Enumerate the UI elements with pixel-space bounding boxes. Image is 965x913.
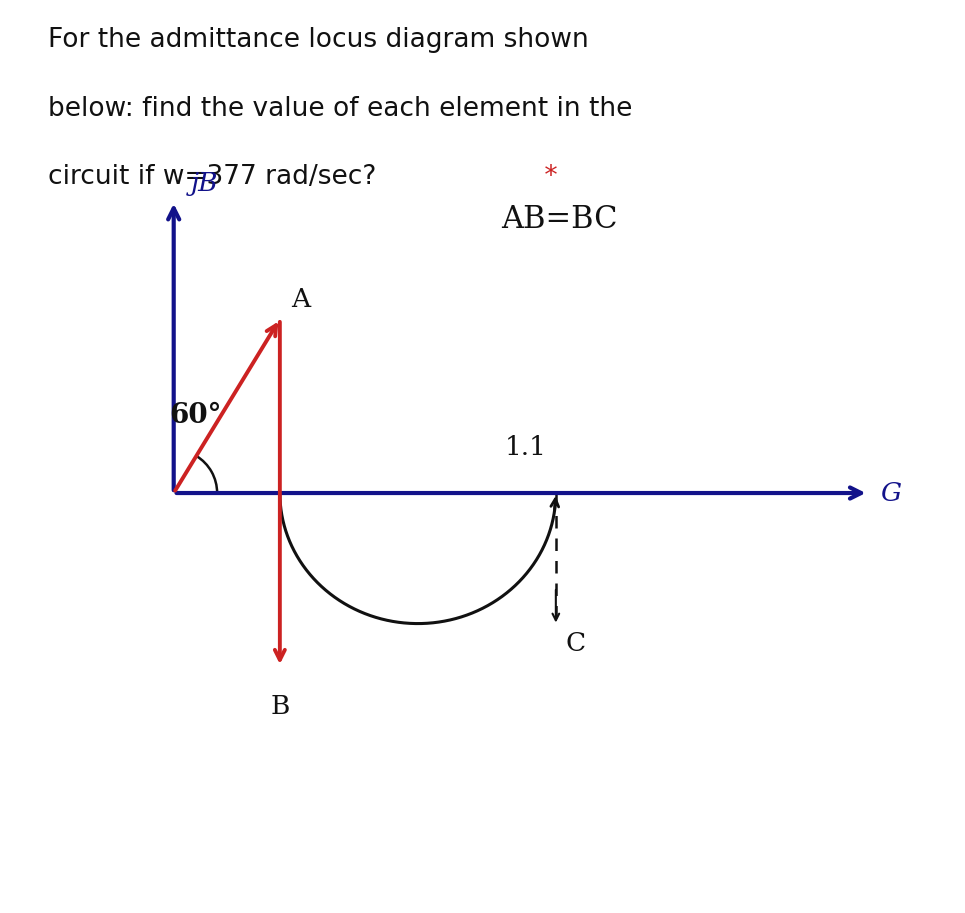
Text: A: A	[291, 287, 311, 311]
Text: below: find the value of each element in the: below: find the value of each element in…	[48, 96, 633, 121]
Text: 60°: 60°	[169, 402, 221, 429]
Text: circuit if w=377 rad/sec?: circuit if w=377 rad/sec?	[48, 164, 376, 190]
Text: jB: jB	[191, 172, 218, 196]
Text: *: *	[536, 164, 557, 190]
Text: C: C	[565, 631, 586, 656]
Text: For the admittance locus diagram shown: For the admittance locus diagram shown	[48, 27, 589, 53]
Text: 1.1: 1.1	[505, 435, 546, 460]
Text: B: B	[270, 695, 290, 719]
Text: AB=BC: AB=BC	[502, 204, 618, 235]
Text: G: G	[880, 480, 901, 506]
